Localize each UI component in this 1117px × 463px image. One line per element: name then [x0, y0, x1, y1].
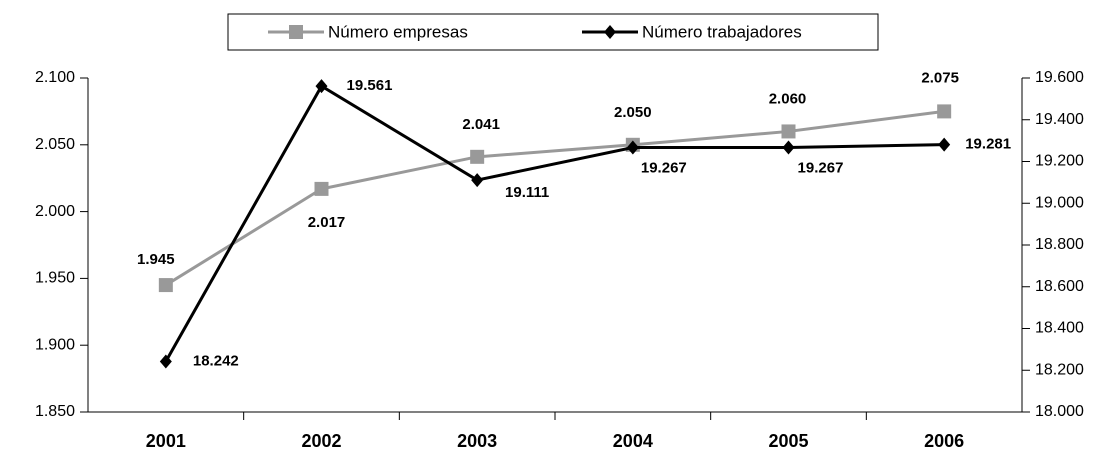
marker: [938, 137, 951, 152]
marker: [158, 278, 173, 293]
legend-label: Número trabajadores: [642, 22, 802, 41]
marker: [470, 149, 485, 164]
marker: [937, 104, 952, 119]
marker: [782, 140, 795, 155]
marker: [604, 25, 616, 39]
legend-box: [227, 13, 879, 51]
y-tick-label: 1.850: [35, 403, 75, 420]
marker: [314, 181, 329, 196]
x-tick-label: 2003: [457, 431, 497, 451]
y2-tick-label: 19.200: [1035, 153, 1084, 170]
marker: [159, 354, 172, 369]
x-tick-label: 2001: [146, 431, 186, 451]
value-label: 1.945: [137, 251, 175, 268]
value-label: 2.017: [308, 214, 346, 231]
y2-tick-label: 18.800: [1035, 236, 1084, 253]
y-tick-label: 2.050: [35, 136, 75, 153]
y2-tick-label: 19.000: [1035, 194, 1084, 211]
marker: [471, 173, 484, 188]
value-label: 19.281: [965, 136, 1011, 153]
x-tick-label: 2006: [924, 431, 964, 451]
y2-tick-label: 18.200: [1035, 361, 1084, 378]
y2-tick-label: 18.000: [1035, 403, 1084, 420]
value-label: 2.060: [769, 90, 807, 107]
marker: [315, 79, 328, 94]
x-tick-label: 2002: [301, 431, 341, 451]
y2-tick-label: 18.400: [1035, 320, 1084, 337]
value-label: 19.267: [641, 159, 687, 176]
y-tick-label: 2.100: [35, 69, 75, 86]
series-line: [165, 109, 945, 287]
y-tick-label: 1.950: [35, 270, 75, 287]
value-label: 2.050: [614, 104, 652, 121]
y2-tick-label: 19.600: [1035, 69, 1084, 86]
marker: [626, 140, 639, 155]
value-label: 19.561: [347, 77, 393, 94]
y-tick-label: 1.900: [35, 336, 75, 353]
value-label: 18.242: [193, 352, 239, 369]
x-tick-label: 2004: [613, 431, 653, 451]
value-label: 19.267: [798, 159, 844, 176]
marker: [289, 25, 303, 39]
marker: [781, 124, 796, 139]
y2-tick-label: 19.400: [1035, 111, 1084, 128]
y-tick-label: 2.000: [35, 203, 75, 220]
value-label: 2.041: [462, 116, 500, 133]
x-tick-label: 2005: [768, 431, 808, 451]
legend-label: Número empresas: [328, 22, 468, 41]
y2-tick-label: 18.600: [1035, 278, 1084, 295]
value-label: 19.111: [505, 184, 549, 201]
value-label: 2.075: [921, 69, 959, 86]
series-line: [164, 84, 945, 363]
